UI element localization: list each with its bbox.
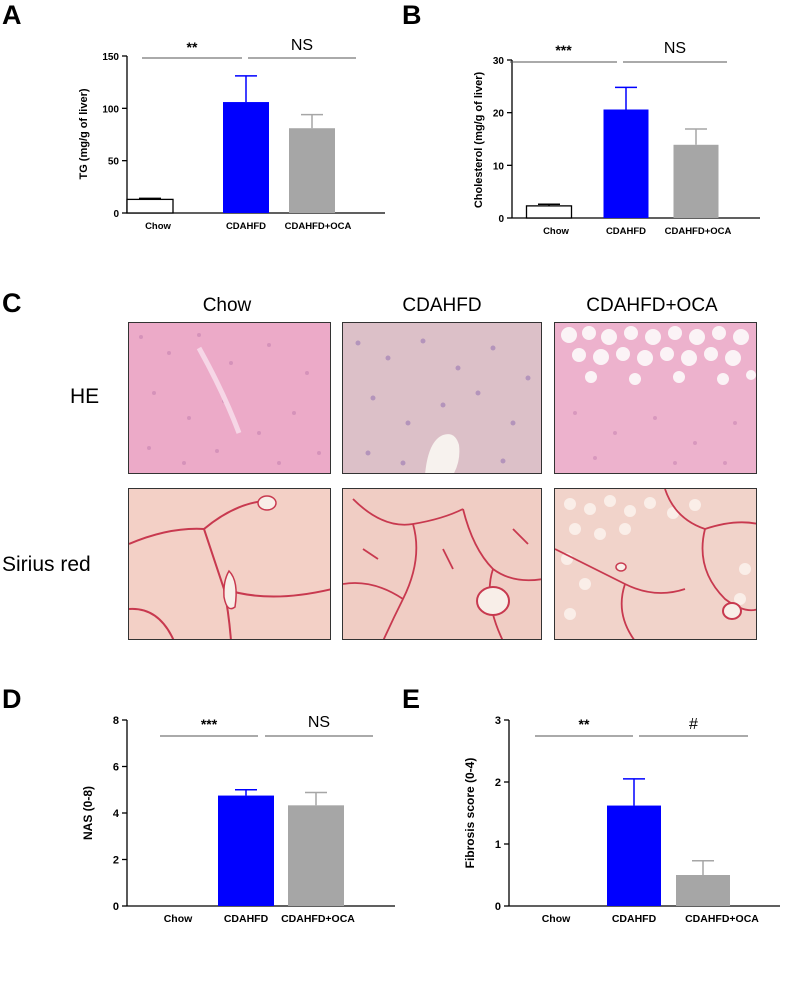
y-tick-label-d-1: 2 xyxy=(113,855,119,867)
y-tick-label-b-2: 20 xyxy=(493,109,505,120)
histology-column-cdahfd-oca: CDAHFD+OCA xyxy=(586,295,718,316)
y-tick-label-e-1: 1 xyxy=(495,839,501,851)
significance-label-e-1: # xyxy=(689,716,698,733)
y-tick-label-d-4: 8 xyxy=(113,715,119,727)
micrograph-he-chow xyxy=(128,322,331,474)
significance-label-e-0: ** xyxy=(579,716,590,732)
y-axis-label-e: Fibrosis score (0-4) xyxy=(463,758,477,869)
micrograph-sirius-cdahfd xyxy=(342,488,542,640)
histology-column-chow: Chow xyxy=(202,295,252,316)
bar-a-0 xyxy=(126,198,174,214)
micrograph-sirius-chow xyxy=(128,488,331,640)
y-tick-label-b-1: 10 xyxy=(493,161,505,172)
y-axis-label-a: TG (mg/g of liver) xyxy=(78,88,90,179)
significance-label-a-1: NS xyxy=(291,37,313,54)
y-tick-label-e-3: 3 xyxy=(495,715,501,727)
y-tick-label-e-0: 0 xyxy=(495,901,501,913)
x-tick-label-b-0: Chow xyxy=(543,226,569,237)
panel-letter-e: E xyxy=(402,684,421,714)
panel-letter-b: B xyxy=(402,0,422,30)
significance-label-a-0: ** xyxy=(187,39,198,55)
bar-d-1 xyxy=(218,795,274,906)
chart-b: 0 10 20 30 Cholesterol (mg/g of liver) Chow CD… xyxy=(473,40,760,237)
chart-d: 0 2 4 6 8 NAS (0-8) Chow CDAHFD CDAHFD+OCA *** NS xyxy=(81,714,395,925)
bar-e-2 xyxy=(676,875,730,906)
y-tick-label-a-0: 0 xyxy=(113,209,119,220)
bar-d-2 xyxy=(288,805,344,906)
x-tick-label-e-1: CDAHFD xyxy=(612,913,657,925)
x-tick-label-b-1: CDAHFD xyxy=(606,226,646,237)
y-tick-label-a-1: 50 xyxy=(108,157,120,168)
chart-a: 0 50 100 150 TG (mg/g of liver) Chow CDAHFD CDA… xyxy=(78,37,385,232)
y-axis-label-d: NAS (0-8) xyxy=(81,786,95,840)
bar-a-1 xyxy=(223,102,269,213)
significance-label-b-1: NS xyxy=(664,40,686,57)
bar-b-1 xyxy=(603,109,649,218)
bar-b-0 xyxy=(525,205,573,219)
micrograph-sirius-cdahfd-oca xyxy=(554,488,757,640)
chart-e: 0 1 2 3 Fibrosis score (0-4) Chow CDAHFD CDAHFD… xyxy=(463,715,780,925)
y-tick-label-b-0: 0 xyxy=(498,214,504,225)
y-tick-label-b-3: 30 xyxy=(493,56,505,67)
y-tick-label-a-2: 100 xyxy=(102,104,119,115)
x-tick-label-e-2: CDAHFD+OCA xyxy=(685,913,759,925)
panel-letter-d: D xyxy=(2,684,22,714)
x-tick-label-b-2: CDAHFD+OCA xyxy=(665,226,732,237)
bar-e-1 xyxy=(607,805,661,906)
panel-letter-a: A xyxy=(2,0,22,30)
y-tick-label-a-3: 150 xyxy=(102,52,119,63)
x-tick-label-d-1: CDAHFD xyxy=(224,913,269,925)
x-tick-label-a-0: Chow xyxy=(145,221,171,232)
micrograph-he-cdahfd xyxy=(342,322,542,474)
histology-row-he: HE xyxy=(70,385,100,408)
micrograph-he-cdahfd-oca xyxy=(554,322,757,474)
y-tick-label-e-2: 2 xyxy=(495,777,501,789)
significance-label-d-0: *** xyxy=(201,716,218,732)
x-tick-label-d-2: CDAHFD+OCA xyxy=(281,913,355,925)
y-axis-label-b: Cholesterol (mg/g of liver) xyxy=(473,72,485,209)
x-tick-label-a-1: CDAHFD xyxy=(226,221,266,232)
significance-label-b-0: *** xyxy=(555,42,572,58)
y-tick-label-d-3: 6 xyxy=(113,762,119,774)
y-tick-label-d-2: 4 xyxy=(113,808,120,820)
panel-letter-c: C xyxy=(2,288,22,318)
histology-column-cdahfd: CDAHFD xyxy=(402,295,482,316)
bar-b-2 xyxy=(673,144,719,218)
significance-label-d-1: NS xyxy=(308,714,330,731)
x-tick-label-a-2: CDAHFD+OCA xyxy=(285,221,352,232)
bar-a-2 xyxy=(289,128,335,213)
x-tick-label-e-0: Chow xyxy=(542,913,571,925)
x-tick-label-d-0: Chow xyxy=(164,913,193,925)
y-tick-label-d-0: 0 xyxy=(113,901,119,913)
histology-row-sirius-red: Sirius red xyxy=(2,553,91,576)
